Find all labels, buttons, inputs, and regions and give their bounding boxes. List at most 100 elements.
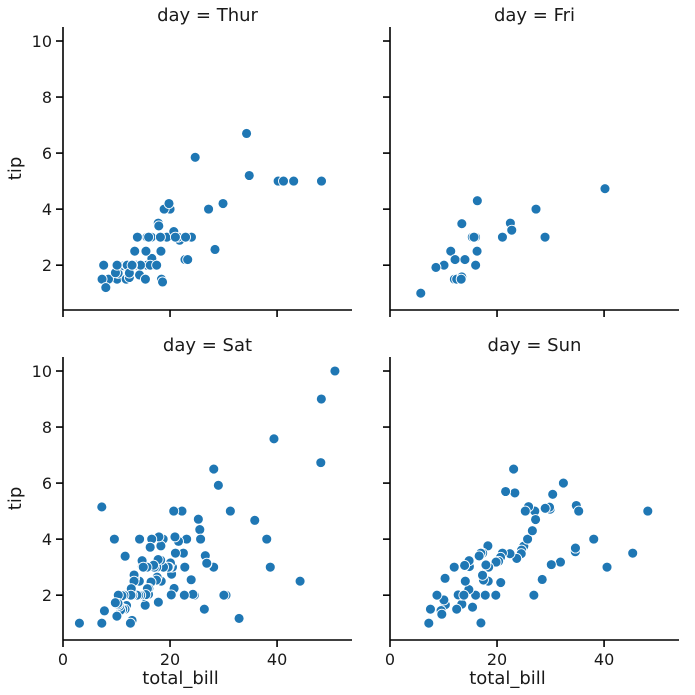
data-point	[480, 559, 492, 571]
data-point	[459, 560, 471, 571]
y-axis-label: tip	[5, 157, 26, 180]
data-point	[508, 463, 520, 475]
data-point	[530, 203, 542, 215]
data-point	[249, 514, 261, 526]
data-point	[169, 231, 181, 243]
data-point	[423, 617, 435, 629]
data-point	[470, 259, 482, 271]
data-point	[458, 589, 470, 601]
data-point	[455, 273, 467, 285]
data-point	[153, 220, 165, 232]
data-point	[134, 533, 146, 545]
panel-title: day = Sun	[488, 335, 582, 356]
x-axis-label: total_bill	[142, 668, 219, 689]
data-point	[500, 486, 512, 497]
x-tick-label: 40	[594, 650, 614, 669]
data-point	[189, 151, 201, 163]
data-point	[547, 488, 559, 500]
data-point	[601, 561, 613, 573]
data-point	[163, 198, 175, 209]
data-point	[108, 533, 120, 545]
data-point	[557, 477, 569, 489]
data-point	[315, 393, 327, 405]
data-point	[430, 261, 442, 273]
data-point	[139, 273, 151, 285]
x-tick-label: 0	[385, 650, 395, 669]
data-point	[545, 559, 557, 571]
y-tick-label: 8	[42, 88, 52, 107]
y-tick-label: 6	[42, 144, 52, 163]
data-point	[445, 245, 457, 257]
data-point	[268, 433, 280, 445]
data-point	[425, 603, 436, 615]
panel-title: day = Fri	[494, 5, 575, 26]
data-point	[459, 575, 471, 587]
data-point	[315, 457, 327, 469]
x-tick-label: 20	[487, 650, 507, 669]
data-point	[131, 231, 143, 243]
data-point	[261, 533, 273, 545]
data-point	[588, 533, 600, 545]
data-point	[151, 259, 163, 271]
y-tick-label: 2	[42, 256, 52, 275]
y-tick-label: 2	[42, 586, 52, 605]
data-point	[203, 203, 215, 215]
data-point	[436, 608, 448, 620]
data-point	[192, 513, 204, 525]
y-tick-label: 10	[32, 32, 52, 51]
data-point	[155, 245, 167, 257]
data-point	[96, 501, 108, 513]
data-point	[468, 231, 480, 243]
data-point	[448, 561, 460, 573]
data-point	[467, 601, 478, 613]
data-point	[119, 550, 131, 562]
data-point	[599, 183, 611, 195]
y-tick-label: 10	[32, 362, 52, 381]
data-point	[294, 575, 306, 587]
data-point	[530, 514, 542, 525]
data-point	[316, 175, 327, 187]
data-point	[155, 540, 167, 552]
data-point	[526, 525, 538, 537]
data-point	[143, 231, 155, 243]
data-point	[243, 170, 255, 181]
data-point	[475, 617, 487, 629]
data-point	[98, 259, 110, 271]
data-point	[627, 547, 639, 559]
data-point	[140, 245, 152, 257]
data-point	[522, 533, 534, 545]
y-tick-label: 4	[42, 530, 52, 549]
y-axis-label: tip	[5, 487, 26, 510]
data-point	[477, 569, 488, 581]
data-point	[98, 605, 110, 617]
data-point	[195, 533, 207, 545]
x-tick-label: 40	[267, 650, 287, 669]
data-point	[473, 550, 485, 562]
data-point	[198, 603, 210, 615]
data-point	[241, 128, 253, 139]
data-point	[217, 198, 229, 209]
data-point	[456, 218, 468, 230]
x-tick-label: 20	[160, 650, 180, 669]
y-tick-label: 4	[42, 200, 52, 219]
data-point	[182, 254, 194, 266]
data-point	[218, 589, 230, 601]
data-point	[169, 547, 181, 559]
data-point	[415, 287, 427, 299]
data-point	[139, 599, 151, 611]
data-point	[288, 175, 300, 187]
data-point	[278, 175, 289, 187]
data-point	[459, 254, 471, 266]
data-point	[126, 259, 138, 271]
data-point	[506, 224, 518, 236]
data-point	[471, 195, 483, 207]
data-point	[152, 596, 164, 608]
data-point	[168, 505, 180, 517]
data-point	[536, 574, 548, 585]
data-point	[137, 561, 149, 573]
data-point	[479, 589, 491, 601]
data-point	[555, 556, 566, 568]
data-point	[573, 505, 585, 517]
y-tick-label: 6	[42, 474, 52, 493]
data-point	[111, 259, 123, 271]
